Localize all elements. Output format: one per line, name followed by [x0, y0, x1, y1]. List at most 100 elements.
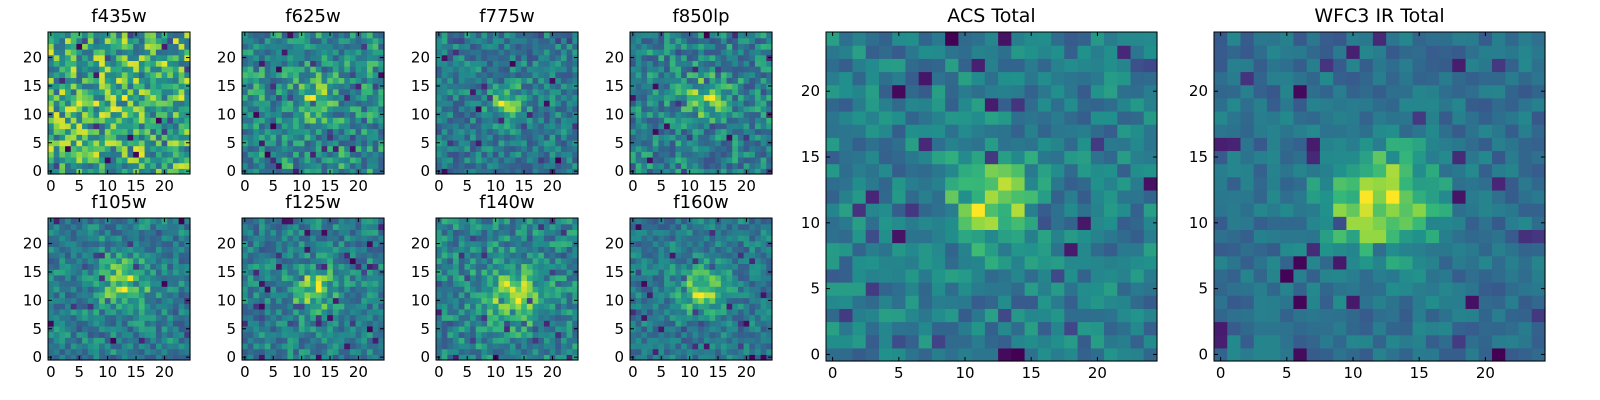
heatmap-cell — [436, 280, 443, 287]
heatmap-cell — [298, 94, 306, 101]
heatmap-cell — [504, 100, 511, 107]
heatmap-cell — [167, 100, 174, 107]
heatmap-cell — [59, 145, 66, 152]
heatmap-cell — [276, 37, 283, 44]
heatmap-cell — [572, 291, 579, 299]
heatmap-cell — [441, 168, 448, 175]
heatmap-cell — [155, 297, 163, 304]
heatmap-cell — [298, 263, 306, 270]
heatmap-cell — [99, 257, 106, 265]
heatmap-cell — [344, 37, 351, 44]
heatmap-cell — [53, 252, 60, 259]
heatmap-cell — [361, 223, 368, 230]
heatmap-cell — [652, 32, 659, 39]
heatmap-cell — [572, 134, 579, 141]
heatmap-cell — [549, 286, 556, 293]
heatmap-cell — [366, 134, 374, 141]
heatmap-cell — [116, 331, 123, 338]
heatmap-cell — [293, 280, 300, 287]
heatmap-cell — [366, 94, 374, 101]
heatmap-cell — [686, 320, 694, 327]
axes-frame — [629, 31, 773, 175]
heatmap-cell — [172, 77, 180, 84]
heatmap-cell — [332, 105, 340, 113]
heatmap-cell — [560, 156, 568, 164]
heatmap-cell — [543, 320, 551, 327]
heatmap-cell — [270, 49, 277, 56]
heatmap-cell — [647, 314, 654, 321]
heatmap-cell — [93, 105, 100, 113]
heatmap-cell — [652, 291, 659, 299]
heatmap-cell — [664, 105, 671, 113]
heatmap-cell — [293, 269, 300, 276]
heatmap-cell — [447, 280, 454, 287]
heatmap-cell — [458, 60, 465, 67]
heatmap-cell — [242, 229, 249, 236]
heatmap-cell — [504, 32, 511, 39]
heatmap-cell — [144, 348, 151, 355]
heatmap-cell — [504, 168, 511, 175]
heatmap-cell — [264, 71, 271, 79]
heatmap-cell — [99, 32, 106, 39]
heatmap-cell — [641, 162, 648, 169]
heatmap-cell — [754, 94, 762, 101]
heatmap-cell — [543, 145, 551, 152]
heatmap-cell — [87, 156, 95, 164]
heatmap-cell — [253, 348, 260, 355]
heatmap-cell — [178, 235, 185, 242]
heatmap-cell — [178, 37, 185, 44]
heatmap-cell — [515, 286, 522, 293]
heatmap-cell — [652, 314, 659, 321]
heatmap-cell — [441, 139, 448, 147]
heatmap-cell — [709, 66, 716, 73]
heatmap-cell — [344, 100, 351, 107]
heatmap-cell — [76, 240, 83, 247]
heatmap-cell — [543, 162, 551, 169]
heatmap-cell — [532, 105, 539, 113]
heatmap-cell — [555, 66, 562, 73]
heatmap-cell — [475, 100, 483, 107]
heatmap-cell — [487, 139, 494, 147]
heatmap-cell — [276, 66, 283, 73]
heatmap-cell — [566, 128, 573, 135]
heatmap-cell — [59, 348, 66, 355]
heatmap-cell — [184, 134, 191, 141]
heatmap-cell — [515, 168, 522, 175]
heatmap-cell — [53, 348, 60, 355]
heatmap-cell — [338, 88, 345, 96]
heatmap-cell — [481, 274, 488, 282]
heatmap-cell — [65, 168, 72, 175]
heatmap-cell — [436, 337, 443, 344]
heatmap-cell — [321, 303, 328, 310]
heatmap-cell — [264, 342, 271, 350]
heatmap-cell — [184, 291, 191, 299]
heatmap-cell — [361, 43, 368, 50]
heatmap-cell — [53, 235, 60, 242]
heatmap-cell — [82, 83, 89, 90]
heatmap-cell — [560, 280, 568, 287]
heatmap-cell — [675, 77, 682, 84]
heatmap-cell — [253, 308, 260, 316]
heatmap-cell — [458, 286, 465, 293]
heatmap-cell — [82, 286, 89, 293]
heatmap-cell — [669, 122, 677, 130]
heatmap-cell — [59, 286, 66, 293]
heatmap-cell — [127, 66, 134, 73]
heatmap-cell — [532, 77, 539, 84]
heatmap-cell — [366, 257, 374, 265]
heatmap-cell — [760, 297, 767, 304]
heatmap-cell — [293, 314, 300, 321]
heatmap-cell — [521, 246, 528, 253]
heatmap-cell — [464, 331, 471, 338]
heatmap-cell — [298, 139, 306, 147]
heatmap-cell — [338, 168, 345, 175]
heatmap-cell — [332, 111, 340, 118]
heatmap-cell — [110, 54, 117, 61]
heatmap-cell — [715, 71, 722, 79]
x-tick-label: 10 — [98, 363, 117, 381]
heatmap-cell — [76, 263, 83, 270]
heatmap-cell — [681, 83, 688, 90]
heatmap-cell — [549, 314, 556, 321]
y-tick-label: 5 — [420, 134, 430, 152]
